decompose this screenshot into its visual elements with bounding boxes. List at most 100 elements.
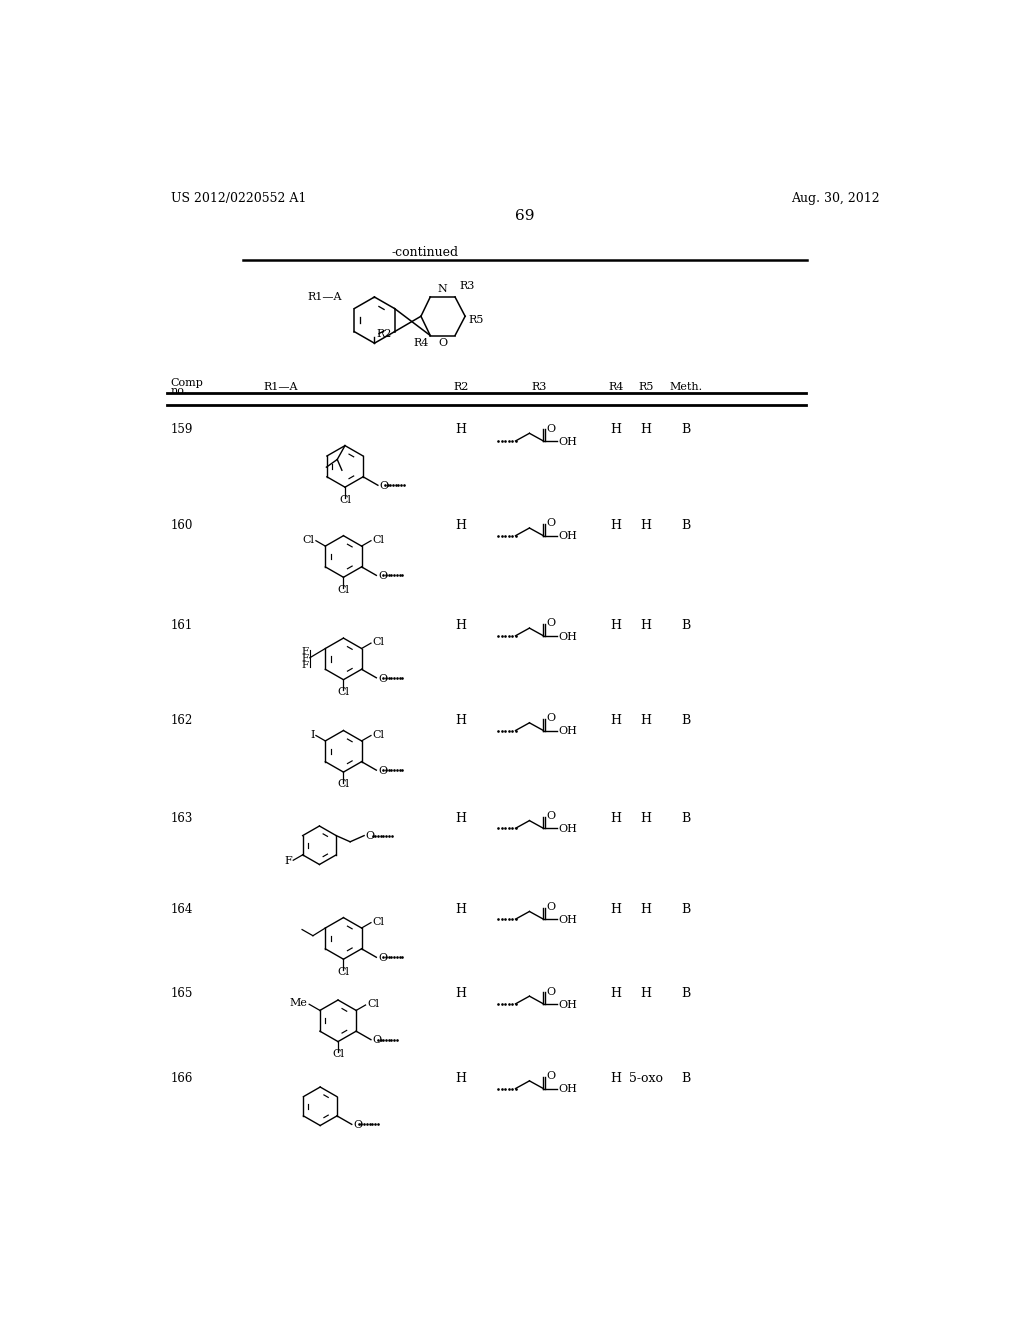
Text: R1—A: R1—A — [263, 381, 298, 392]
Text: US 2012/0220552 A1: US 2012/0220552 A1 — [171, 191, 306, 205]
Text: O: O — [547, 519, 556, 528]
Text: H: H — [640, 619, 651, 632]
Text: O: O — [547, 619, 556, 628]
Text: O: O — [547, 902, 556, 912]
Text: H: H — [640, 519, 651, 532]
Text: H: H — [610, 812, 622, 825]
Text: O: O — [378, 572, 387, 581]
Text: 164: 164 — [171, 903, 193, 916]
Text: O: O — [547, 810, 556, 821]
Text: H: H — [640, 812, 651, 825]
Text: Cl: Cl — [338, 779, 349, 789]
Text: H: H — [456, 1072, 467, 1085]
Text: F: F — [301, 653, 308, 663]
Text: B: B — [681, 987, 690, 1001]
Text: O: O — [366, 832, 375, 841]
Text: Cl: Cl — [367, 999, 379, 1010]
Text: OH: OH — [558, 437, 577, 446]
Text: 160: 160 — [171, 519, 193, 532]
Text: H: H — [640, 422, 651, 436]
Text: H: H — [610, 422, 622, 436]
Text: I: I — [310, 730, 314, 739]
Text: H: H — [456, 903, 467, 916]
Text: H: H — [640, 903, 651, 916]
Text: R3: R3 — [460, 281, 475, 292]
Text: B: B — [681, 619, 690, 632]
Text: 69: 69 — [515, 209, 535, 223]
Text: H: H — [456, 519, 467, 532]
Text: 5-oxo: 5-oxo — [629, 1072, 663, 1085]
Text: 166: 166 — [171, 1072, 193, 1085]
Text: Aug. 30, 2012: Aug. 30, 2012 — [792, 191, 880, 205]
Text: H: H — [456, 987, 467, 1001]
Text: Cl: Cl — [373, 535, 384, 545]
Text: O: O — [547, 713, 556, 723]
Text: Cl: Cl — [338, 966, 349, 977]
Text: O: O — [438, 338, 447, 348]
Text: Me: Me — [290, 998, 308, 1008]
Text: Cl: Cl — [338, 686, 349, 697]
Text: O: O — [378, 953, 387, 964]
Text: Cl: Cl — [339, 495, 351, 504]
Text: OH: OH — [558, 726, 577, 737]
Text: R3: R3 — [531, 381, 547, 392]
Text: Comp: Comp — [171, 379, 204, 388]
Text: Meth.: Meth. — [670, 381, 702, 392]
Text: B: B — [681, 519, 690, 532]
Text: 165: 165 — [171, 987, 193, 1001]
Text: Cl: Cl — [373, 730, 384, 739]
Text: B: B — [681, 903, 690, 916]
Text: Cl: Cl — [338, 585, 349, 594]
Text: R2: R2 — [377, 329, 392, 339]
Text: N: N — [438, 284, 447, 294]
Text: 163: 163 — [171, 812, 193, 825]
Text: O: O — [373, 1035, 382, 1045]
Text: H: H — [640, 987, 651, 1001]
Text: OH: OH — [558, 915, 577, 925]
Text: O: O — [547, 986, 556, 997]
Text: H: H — [610, 619, 622, 632]
Text: OH: OH — [558, 1084, 577, 1094]
Text: OH: OH — [558, 999, 577, 1010]
Text: H: H — [610, 519, 622, 532]
Text: H: H — [610, 714, 622, 727]
Text: F: F — [301, 661, 308, 671]
Text: OH: OH — [558, 532, 577, 541]
Text: Cl: Cl — [332, 1049, 344, 1059]
Text: O: O — [378, 766, 387, 776]
Text: Cl: Cl — [302, 535, 314, 545]
Text: 162: 162 — [171, 714, 193, 727]
Text: B: B — [681, 812, 690, 825]
Text: R5: R5 — [468, 315, 483, 325]
Text: H: H — [610, 987, 622, 1001]
Text: F: F — [301, 647, 308, 656]
Text: 161: 161 — [171, 619, 193, 632]
Text: R1—A: R1—A — [307, 292, 342, 302]
Text: R4: R4 — [608, 381, 624, 392]
Text: B: B — [681, 714, 690, 727]
Text: Cl: Cl — [373, 638, 384, 647]
Text: B: B — [681, 1072, 690, 1085]
Text: H: H — [640, 714, 651, 727]
Text: H: H — [610, 903, 622, 916]
Text: O: O — [353, 1121, 362, 1130]
Text: H: H — [456, 812, 467, 825]
Text: OH: OH — [558, 631, 577, 642]
Text: OH: OH — [558, 824, 577, 834]
Text: Cl: Cl — [373, 917, 384, 927]
Text: H: H — [456, 619, 467, 632]
Text: H: H — [610, 1072, 622, 1085]
Text: B: B — [681, 422, 690, 436]
Text: R2: R2 — [454, 381, 469, 392]
Text: H: H — [456, 714, 467, 727]
Text: O: O — [378, 673, 387, 684]
Text: R4: R4 — [414, 338, 429, 348]
Text: O: O — [547, 424, 556, 434]
Text: O: O — [547, 1072, 556, 1081]
Text: no.: no. — [171, 385, 187, 396]
Text: O: O — [380, 480, 388, 491]
Text: 159: 159 — [171, 422, 193, 436]
Text: R5: R5 — [638, 381, 653, 392]
Text: F: F — [284, 857, 292, 866]
Text: H: H — [456, 422, 467, 436]
